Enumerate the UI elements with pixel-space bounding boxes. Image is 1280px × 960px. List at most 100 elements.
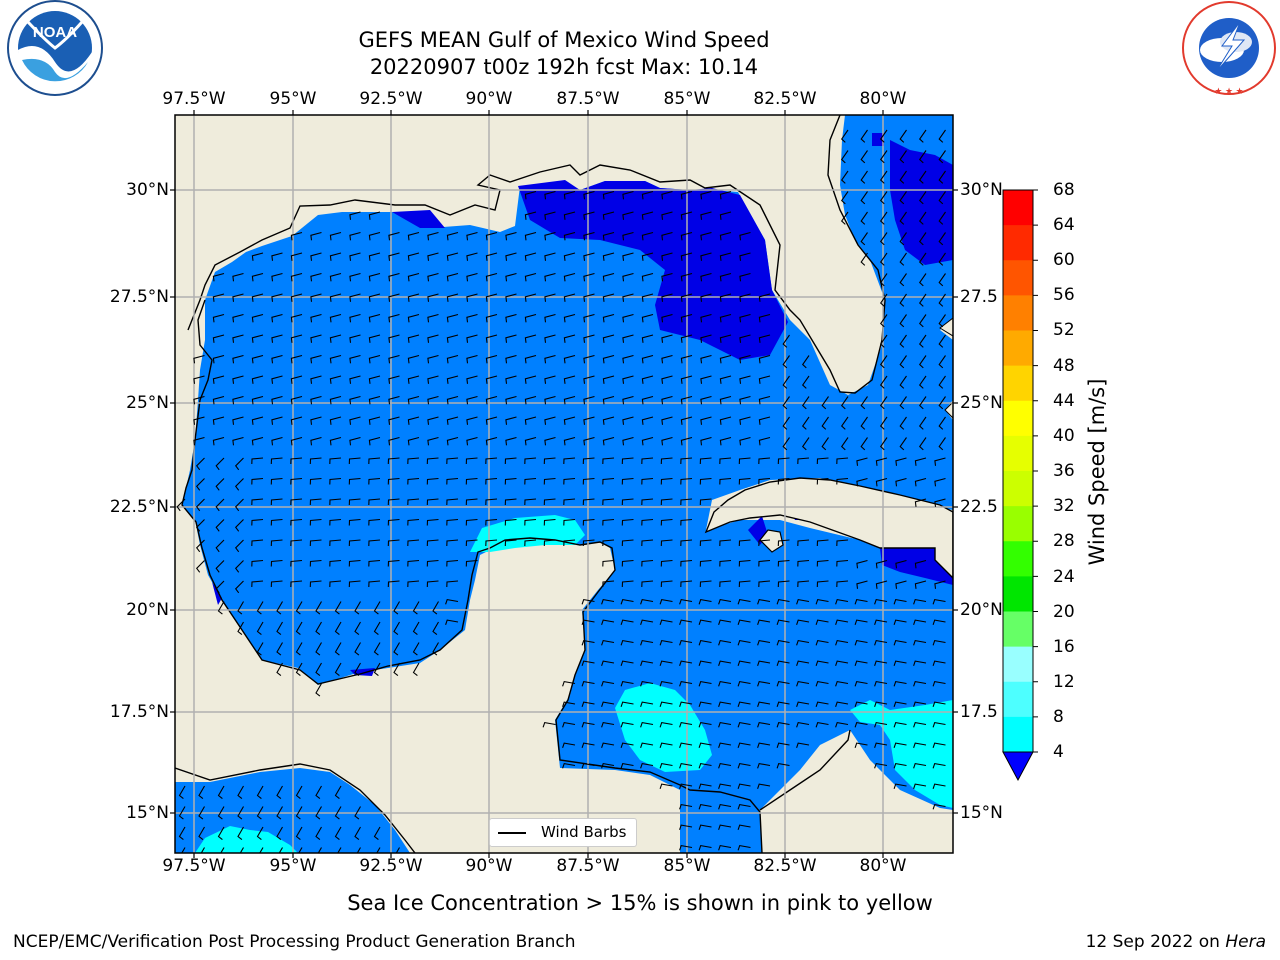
wind-barb — [879, 252, 888, 266]
wind-barb — [329, 354, 342, 364]
wind-barb — [251, 395, 264, 405]
wind-barb — [938, 375, 946, 389]
wind-barb — [680, 477, 693, 485]
colorbar-segment — [1003, 330, 1033, 367]
wind-barb — [407, 580, 420, 588]
wind-barb — [290, 354, 303, 364]
wind-barb — [524, 477, 537, 485]
wind-barb — [232, 293, 244, 302]
wind-barb — [699, 580, 712, 588]
wind-barb — [661, 272, 673, 282]
wind-barb — [737, 803, 751, 810]
colorbar-tick-68: 68 — [1053, 180, 1075, 200]
wind-barb — [874, 660, 888, 666]
wind-barb — [856, 559, 868, 569]
wind-barb — [680, 539, 693, 547]
wind-barb — [427, 354, 439, 364]
wind-barb — [816, 457, 829, 465]
wind-barb — [640, 680, 654, 687]
wind-barb — [854, 742, 868, 748]
x-tick-bottom-85W: 85°W — [663, 856, 711, 876]
wind-barb — [290, 436, 303, 446]
wind-barb — [251, 252, 264, 261]
wind-barb — [914, 559, 927, 569]
wind-barb — [797, 457, 810, 465]
wind-barb — [234, 457, 244, 471]
wind-barb — [815, 680, 829, 687]
wind-barb — [368, 354, 381, 364]
wind-barb — [544, 272, 556, 282]
wind-barb — [368, 272, 381, 282]
wind-barb — [641, 293, 654, 302]
wind-barb — [602, 231, 615, 241]
wind-barb — [563, 272, 576, 282]
wind-barb — [432, 621, 439, 636]
wind-barb — [387, 457, 400, 465]
wind-barb — [899, 170, 907, 184]
wind-barb — [290, 313, 303, 323]
wind-barb — [602, 518, 615, 526]
wind-barb — [407, 252, 420, 261]
wind-barb — [485, 375, 498, 384]
wind-barb — [782, 355, 790, 369]
wind-barb — [581, 619, 595, 625]
noaa-logo: NOAA — [7, 0, 103, 96]
wind-barb — [562, 721, 576, 728]
wind-barb — [777, 559, 790, 567]
wind-barb — [329, 559, 342, 567]
wind-barb — [544, 252, 556, 261]
wind-barb — [310, 334, 322, 343]
wind-barb — [918, 211, 927, 225]
wind-barb — [918, 150, 927, 164]
wind-barb — [295, 621, 303, 636]
colorbar-extend-arrow — [1002, 751, 1034, 782]
wind-barb — [563, 375, 576, 384]
wind-barb — [446, 539, 459, 547]
wind-barb — [407, 334, 420, 343]
wind-barb — [427, 272, 439, 282]
wind-barb — [874, 680, 888, 687]
wind-barb — [315, 621, 322, 636]
wind-barb — [718, 721, 732, 728]
wind-barb — [234, 498, 244, 512]
x-tick-top-82.5W: 82.5°W — [753, 89, 817, 109]
wind-barb — [298, 847, 303, 853]
wind-barb — [407, 395, 420, 405]
wind-barb — [659, 619, 673, 625]
wind-barb — [251, 354, 264, 364]
wind-barb — [737, 619, 751, 625]
wind-barb — [329, 580, 342, 588]
wind-barb — [914, 457, 927, 466]
wind-barb — [622, 436, 634, 446]
legend-line-swatch — [498, 832, 526, 834]
wind-barb — [698, 619, 712, 625]
wind-barb — [796, 680, 810, 687]
wind-barb — [938, 211, 946, 225]
wind-barb — [373, 826, 381, 841]
wind-barb — [387, 477, 400, 485]
wind-barb — [640, 660, 654, 666]
wind-barb — [718, 762, 732, 769]
wind-barb — [602, 354, 615, 364]
wind-barb — [602, 334, 615, 343]
wind-barb — [719, 457, 732, 465]
wind-barb — [354, 826, 361, 841]
wind-barb — [899, 375, 907, 389]
wind-barb — [698, 742, 712, 748]
wind-barb — [237, 621, 244, 636]
wind-barb — [563, 354, 576, 364]
wind-barb — [932, 742, 946, 748]
wind-barb — [271, 313, 283, 323]
wind-barb — [251, 334, 264, 343]
wind-barb — [796, 721, 810, 728]
map-legend: Wind Barbs — [489, 818, 637, 847]
wind-barb — [661, 436, 673, 446]
wind-barb — [504, 457, 517, 465]
wind-barb — [622, 190, 634, 200]
wind-barb — [232, 354, 244, 364]
wind-barb — [699, 457, 712, 465]
wind-barb — [782, 334, 790, 348]
wind-barb — [354, 601, 361, 615]
wind-barb — [212, 354, 225, 364]
wind-barb — [290, 477, 303, 485]
